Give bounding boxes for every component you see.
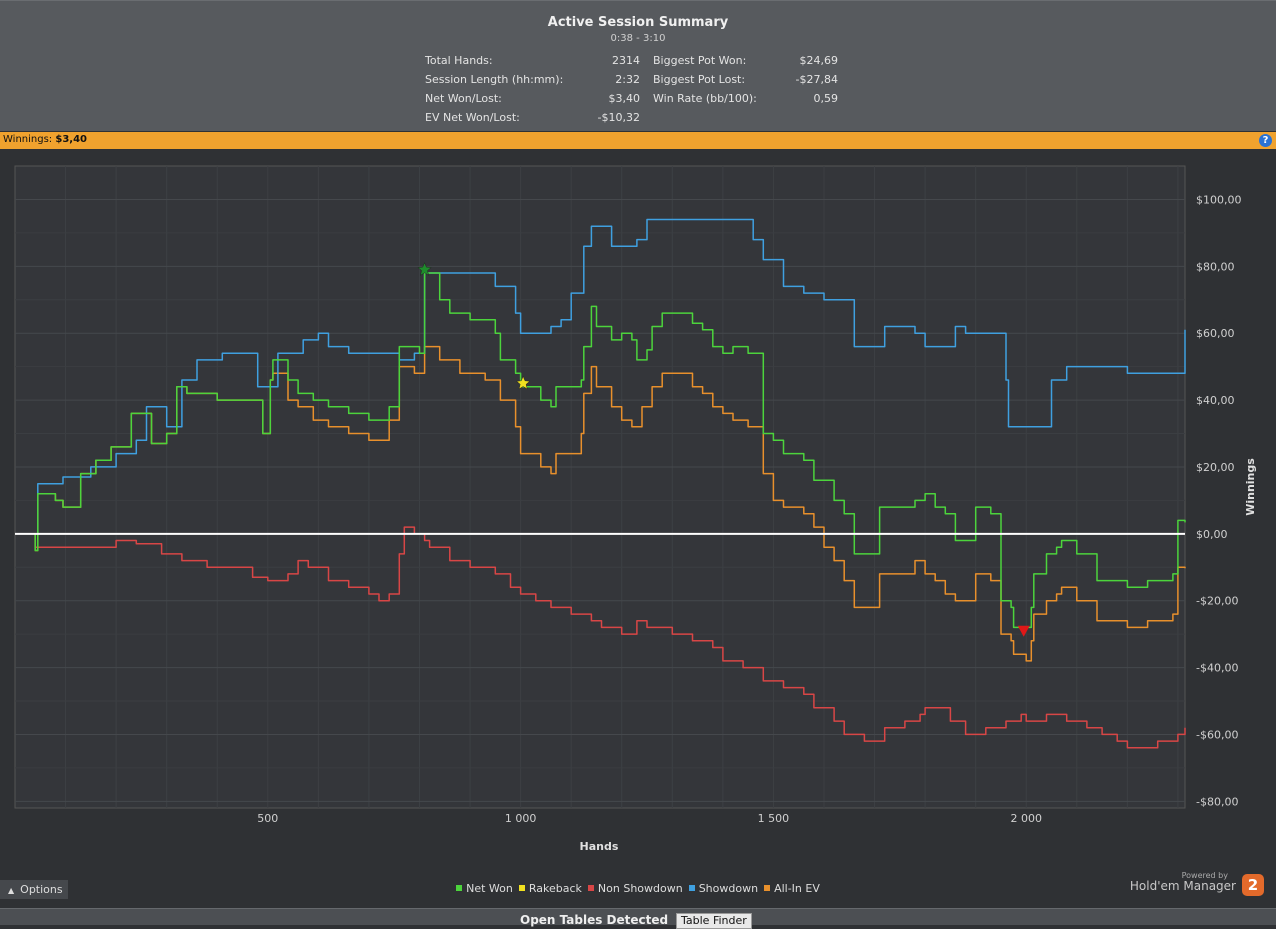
y-tick-label: -$40,00 (1196, 662, 1238, 675)
legend-label: Non Showdown (597, 882, 683, 895)
legend-item[interactable]: Rakeback (518, 882, 582, 895)
chart-footer (0, 874, 1276, 908)
winnings-chart[interactable]: $100,00 $80,00 $60,00 $40,00 $20,00 $0,00 -$20… (0, 150, 1276, 874)
stat-label: Session Length (hh:mm): (425, 73, 564, 86)
legend-label: All-In EV (774, 882, 820, 895)
stat-label: Win Rate (bb/100): (653, 92, 757, 105)
table-finder-button[interactable]: Table Finder (676, 913, 752, 929)
legend-label: Net Won (466, 882, 513, 895)
y-tick-label: $40,00 (1196, 394, 1235, 407)
legend-swatch (688, 885, 695, 891)
y-axis-label: Winnings (1244, 458, 1257, 516)
session-summary-panel: Active Session Summary 0:38 - 3:10 Total… (0, 0, 1276, 131)
stat-label: Biggest Pot Won: (653, 54, 747, 67)
x-tick-label: 2 000 (1010, 812, 1042, 825)
series-line-showdown (15, 218, 1186, 535)
stat-label: EV Net Won/Lost: (425, 111, 520, 124)
legend-item[interactable]: Net Won (456, 882, 513, 895)
y-tick-label: $0,00 (1196, 528, 1228, 541)
stat-value: $24,69 (799, 54, 839, 67)
y-tick-label: -$60,00 (1196, 728, 1238, 741)
y-tick-label: $80,00 (1196, 260, 1235, 273)
legend-swatch (764, 885, 771, 891)
x-tick-label: 1 500 (758, 812, 790, 825)
brand: Powered by Hold'em Manager 2 (1124, 870, 1264, 898)
winnings-bar: Winnings: $3,40 ? (0, 132, 1276, 149)
stat-value: $3,40 (608, 92, 641, 105)
legend-item[interactable]: Non Showdown (587, 882, 683, 895)
brand-logo-icon: 2 (1242, 874, 1264, 896)
legend-swatch (518, 885, 525, 891)
stat-label: Net Won/Lost: (425, 92, 502, 105)
triangle-marker (1017, 625, 1030, 637)
y-tick-label: $60,00 (1196, 327, 1235, 340)
winnings-chart-svg[interactable]: $100,00 $80,00 $60,00 $40,00 $20,00 $0,00 -$20… (0, 150, 1276, 874)
stat-value: 2:32 (615, 73, 640, 86)
star-marker (417, 262, 432, 276)
summary-title: Active Session Summary (547, 15, 729, 30)
series-line-net-won (15, 272, 1186, 629)
stat-value: 0,59 (813, 92, 839, 105)
bottom-status-bar: Open Tables Detected Table Finder (0, 908, 1276, 929)
x-tick-label: 500 (257, 812, 278, 825)
brand-powered-by: Powered by (1181, 871, 1228, 880)
winnings-label: Winnings: (3, 134, 53, 145)
options-button[interactable]: ▲ Options (0, 880, 68, 899)
x-tick-label: 1 000 (505, 812, 537, 825)
legend-label: Showdown (698, 882, 759, 895)
series-line-non-showdown (15, 526, 1186, 749)
chevron-up-icon: ▲ (8, 886, 15, 895)
stat-label: Total Hands: (425, 54, 493, 67)
stat-value: -$27,84 (795, 73, 838, 86)
stat-label: Biggest Pot Lost: (653, 73, 746, 86)
stat-value: -$10,32 (597, 111, 640, 124)
y-tick-label: $20,00 (1196, 461, 1235, 474)
legend-item[interactable]: All-In EV (764, 882, 820, 895)
stat-value: 2314 (612, 54, 640, 67)
plot-area (14, 165, 1186, 809)
chart-legend: Net Won Rakeback Non Showdown Showdown All-I… (0, 882, 1276, 895)
x-axis-label: Hands (580, 840, 619, 853)
legend-item[interactable]: Showdown (688, 882, 759, 895)
brand-name: Hold'em Manager (1129, 879, 1236, 893)
winnings-value: $3,40 (55, 134, 87, 145)
y-tick-label: -$20,00 (1196, 595, 1238, 608)
y-tick-label: $100,00 (1196, 193, 1242, 206)
summary-time-range: 0:38 - 3:10 (610, 33, 666, 44)
help-icon[interactable]: ? (1259, 134, 1272, 147)
legend-swatch (587, 885, 594, 891)
legend-label: Rakeback (528, 882, 582, 895)
winnings-label-group: Winnings: $3,40 (3, 134, 87, 145)
legend-swatch (456, 885, 463, 891)
star-marker (515, 375, 531, 390)
y-tick-label: -$80,00 (1196, 795, 1238, 808)
open-tables-status: Open Tables Detected (520, 913, 669, 927)
options-label: Options (20, 883, 63, 896)
